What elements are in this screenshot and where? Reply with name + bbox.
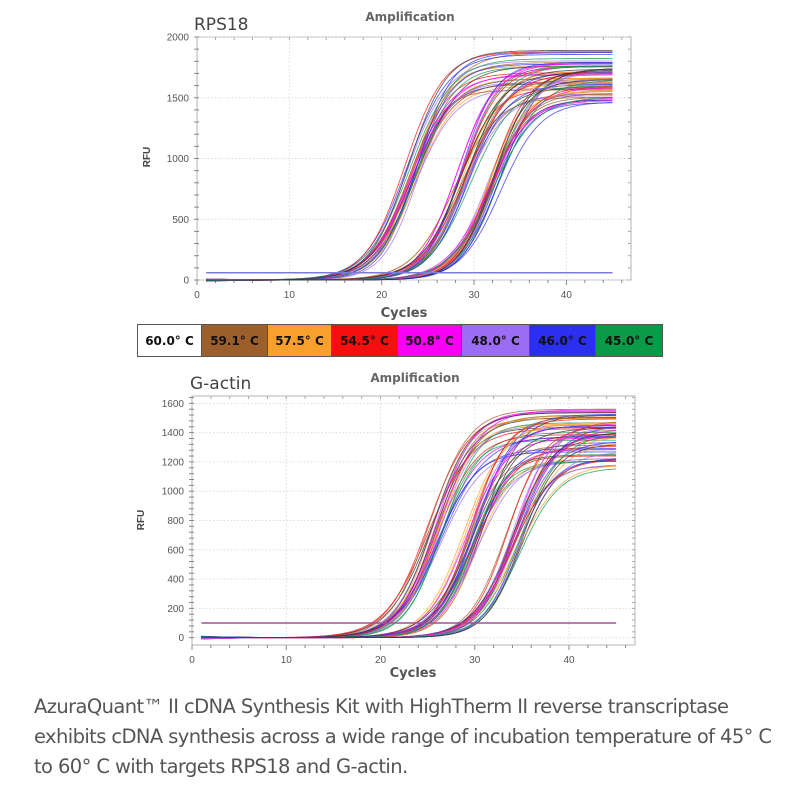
- legend-item: 45.0° C: [596, 325, 662, 356]
- y-tick-label: 1000: [162, 487, 185, 498]
- gene-label-g-actin: G-actin: [190, 374, 251, 394]
- amplification-curve: [201, 458, 617, 639]
- y-tick-label: 500: [172, 215, 189, 226]
- amplification-curve: [206, 93, 613, 281]
- legend-item: 50.8° C: [398, 325, 462, 356]
- amplification-curve: [206, 58, 613, 280]
- legend-item: 57.5° C: [268, 325, 332, 356]
- amplification-curve: [201, 465, 617, 639]
- amplification-curve: [201, 468, 617, 639]
- y-tick-label: 0: [183, 276, 189, 287]
- amplification-curve: [201, 414, 617, 640]
- legend-item: 54.5° C: [332, 325, 398, 356]
- amplification-curve: [201, 414, 617, 640]
- amplification-curve: [201, 455, 617, 639]
- legend-item: 48.0° C: [462, 325, 530, 356]
- figure-caption: AzuraQuant™ II cDNA Synthesis Kit with H…: [34, 695, 772, 778]
- chart-title: Amplification: [370, 371, 459, 385]
- amplification-curve: [201, 444, 617, 639]
- y-tick-label: 0: [178, 633, 184, 644]
- x-tick-label: 30: [469, 655, 481, 666]
- amplification-curve: [201, 458, 617, 639]
- y-tick-label: 1000: [167, 154, 190, 165]
- chart-title: Amplification: [365, 10, 454, 24]
- y-tick-label: 1200: [162, 457, 185, 468]
- legend-item: 46.0° C: [530, 325, 596, 356]
- amplification-curve: [201, 449, 617, 639]
- x-tick-label: 10: [281, 655, 293, 666]
- temperature-legend: 60.0° C 59.1° C 57.5° C 54.5° C 50.8° C 48.0°…: [137, 324, 663, 357]
- x-tick-label: 20: [376, 290, 388, 301]
- g-actin-amplification-chart: G-actin Amplification RFU Cycles 0 10 20 30…: [136, 371, 636, 681]
- rps18-amplification-chart: RPS18 Amplification RFU Cycles 0 10 20 30 40…: [142, 10, 632, 320]
- y-tick-label: 600: [167, 545, 184, 556]
- x-tick-label: 0: [194, 290, 200, 301]
- x-axis-label: Cycles: [381, 306, 428, 320]
- y-axis-label: RFU: [142, 147, 153, 168]
- x-axis-label: Cycles: [390, 666, 437, 681]
- amplification-curve: [201, 421, 617, 640]
- amplification-curve: [206, 69, 613, 281]
- y-axis-label: RFU: [136, 510, 147, 531]
- y-tick-label: 2000: [167, 33, 190, 44]
- y-tick-label: 1400: [162, 428, 185, 439]
- y-tick-label: 200: [167, 604, 184, 615]
- y-tick-label: 1500: [167, 93, 190, 104]
- legend-item: 60.0° C: [138, 325, 202, 356]
- x-tick-label: 10: [284, 290, 296, 301]
- gene-label-rps18: RPS18: [194, 15, 249, 35]
- x-tick-label: 30: [468, 290, 480, 301]
- x-tick-label: 20: [375, 655, 387, 666]
- amplification-curve: [206, 62, 613, 282]
- amplification-curve: [201, 459, 617, 639]
- amplification-curve: [201, 465, 617, 640]
- amplification-curve: [201, 458, 617, 639]
- amplification-curve: [206, 93, 613, 281]
- y-tick-label: 1600: [162, 399, 185, 410]
- x-tick-label: 40: [563, 655, 575, 666]
- plot-area: 0 10 20 30 40 0 500 1000 1500 2000: [167, 33, 632, 301]
- y-tick-label: 800: [167, 516, 184, 527]
- amplification-curve: [206, 91, 613, 282]
- x-tick-label: 40: [561, 290, 573, 301]
- y-tick-label: 400: [167, 575, 184, 586]
- legend-item: 59.1° C: [202, 325, 268, 356]
- amplification-curve: [201, 452, 617, 639]
- x-tick-label: 0: [189, 655, 195, 666]
- amplification-curve: [201, 459, 617, 639]
